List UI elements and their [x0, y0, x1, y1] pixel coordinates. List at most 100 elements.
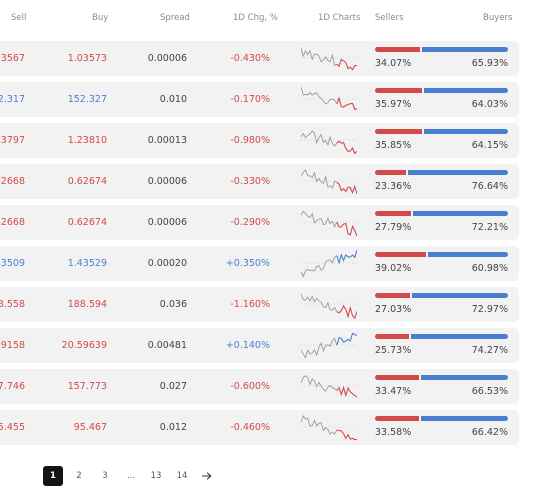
buyers-bar — [412, 293, 508, 298]
page-button-13[interactable]: 13 — [150, 471, 162, 481]
daily-change: -0.170% — [230, 94, 270, 105]
sentiment-bar — [375, 293, 508, 298]
sparkline-history — [301, 337, 338, 359]
header-charts: 1D Charts — [318, 13, 361, 23]
sell-price[interactable]: 62668 — [0, 176, 25, 187]
sellers-bar — [375, 334, 409, 339]
instrument-row[interactable]: 03567 1.03573 0.00006 -0.430% 34.07% 65.… — [0, 41, 519, 76]
page-button-3[interactable]: 3 — [102, 471, 108, 481]
daily-change: -0.600% — [230, 381, 270, 392]
buy-price[interactable]: 1.03573 — [67, 53, 107, 64]
buy-price[interactable]: 1.43529 — [67, 258, 107, 269]
sellers-percent: 23.36% — [375, 181, 412, 192]
spread-value: 0.00020 — [147, 258, 187, 269]
buyers-bar — [413, 211, 508, 216]
daily-change: +0.350% — [225, 258, 270, 269]
sentiment-bar — [375, 47, 508, 52]
sellers-bar — [375, 252, 426, 257]
page-button-1[interactable]: 1 — [43, 466, 63, 486]
sell-price[interactable]: 62668 — [0, 217, 25, 228]
buy-price[interactable]: 152.327 — [67, 94, 107, 105]
sentiment-bar — [375, 88, 508, 93]
page-button-14[interactable]: 14 — [176, 471, 188, 481]
sparkline-recent — [336, 140, 357, 155]
instrument-row[interactable]: 152.317 152.327 0.010 -0.170% 35.97% 64.… — [0, 82, 519, 117]
sparkline-chart — [301, 332, 357, 359]
sellers-percent: 25.73% — [375, 345, 412, 356]
spread-value: 0.00006 — [147, 53, 187, 64]
header-buyers: Buyers — [483, 13, 513, 23]
sentiment-bar — [375, 375, 508, 380]
sell-price[interactable]: 152.317 — [0, 94, 25, 105]
instrument-row[interactable]: 95.455 95.467 0.012 -0.460% 33.58% 66.42… — [0, 410, 519, 445]
instrument-row[interactable]: 23797 1.23810 0.00013 -0.980% 35.85% 64.… — [0, 123, 519, 158]
buyers-bar — [428, 252, 508, 257]
sparkline-recent — [336, 304, 357, 320]
sparkline-history — [301, 293, 338, 312]
buyers-percent: 66.53% — [471, 386, 508, 397]
sparkline-history — [301, 169, 338, 189]
sell-price[interactable]: 59158 — [0, 340, 25, 351]
buyers-bar — [424, 129, 508, 134]
spread-value: 0.00013 — [147, 135, 187, 146]
daily-change: -0.290% — [230, 217, 270, 228]
sellers-bar — [375, 293, 410, 298]
buy-price[interactable]: 20.59639 — [61, 340, 107, 351]
instrument-row[interactable]: 62668 0.62674 0.00006 -0.330% 23.36% 76.… — [0, 164, 519, 199]
instrument-row[interactable]: 59158 20.59639 0.00481 +0.140% 25.73% 74… — [0, 328, 519, 363]
sell-price[interactable]: 88.558 — [0, 299, 25, 310]
instrument-row[interactable]: 43509 1.43529 0.00020 +0.350% 39.02% 60.… — [0, 246, 519, 281]
sellers-bar — [375, 170, 406, 175]
buyers-percent: 65.93% — [471, 58, 508, 69]
sell-price[interactable]: 57.746 — [0, 381, 25, 392]
sellers-bar — [375, 211, 411, 216]
sellers-percent: 33.58% — [375, 427, 412, 438]
spread-value: 0.00006 — [147, 176, 187, 187]
buyers-percent: 64.15% — [471, 140, 508, 151]
sparkline-recent — [336, 332, 357, 346]
sparkline-history — [301, 375, 338, 392]
buyers-percent: 64.03% — [471, 99, 508, 110]
sellers-percent: 35.97% — [375, 99, 412, 110]
sellers-percent: 27.79% — [375, 222, 412, 233]
next-page-button[interactable] — [199, 466, 215, 486]
spread-value: 0.00481 — [147, 340, 187, 351]
buy-price[interactable]: 0.62674 — [67, 217, 107, 228]
daily-change: -0.330% — [230, 176, 270, 187]
sentiment-bar — [375, 211, 508, 216]
sell-price[interactable]: 43509 — [0, 258, 25, 269]
spread-value: 0.012 — [159, 422, 187, 433]
buy-price[interactable]: 0.62674 — [67, 176, 107, 187]
sparkline-recent — [336, 182, 357, 195]
sellers-bar — [375, 47, 420, 52]
sparkline-recent — [336, 385, 357, 398]
sparkline-chart — [301, 86, 357, 111]
spread-value: 0.027 — [159, 381, 187, 392]
header-change: 1D Chg, % — [233, 13, 278, 23]
sell-price[interactable]: 95.455 — [0, 422, 25, 433]
sparkline-history — [301, 415, 338, 435]
instrument-row[interactable]: 88.558 188.594 0.036 -1.160% 27.03% 72.9… — [0, 287, 519, 322]
buyers-bar — [411, 334, 508, 339]
daily-change: -0.430% — [230, 53, 270, 64]
sparkline-recent — [336, 249, 357, 265]
buyers-percent: 60.98% — [471, 263, 508, 274]
sparkline-chart — [301, 210, 357, 237]
buyers-bar — [408, 170, 508, 175]
sellers-percent: 39.02% — [375, 263, 412, 274]
page-button-2[interactable]: 2 — [76, 471, 82, 481]
buy-price[interactable]: 1.23810 — [67, 135, 107, 146]
sparkline-chart — [301, 375, 357, 398]
instrument-row[interactable]: 62668 0.62674 0.00006 -0.290% 27.79% 72.… — [0, 205, 519, 240]
buy-price[interactable]: 157.773 — [67, 381, 107, 392]
header-sellers: Sellers — [375, 13, 404, 23]
page-ellipsis: ... — [126, 471, 136, 481]
buyers-percent: 72.97% — [471, 304, 508, 315]
buy-price[interactable]: 188.594 — [67, 299, 107, 310]
spread-value: 0.010 — [159, 94, 187, 105]
buyers-bar — [421, 375, 508, 380]
buy-price[interactable]: 95.467 — [73, 422, 107, 433]
sell-price[interactable]: 03567 — [0, 53, 25, 64]
sell-price[interactable]: 23797 — [0, 135, 25, 146]
instrument-row[interactable]: 57.746 157.773 0.027 -0.600% 33.47% 66.5… — [0, 369, 519, 404]
